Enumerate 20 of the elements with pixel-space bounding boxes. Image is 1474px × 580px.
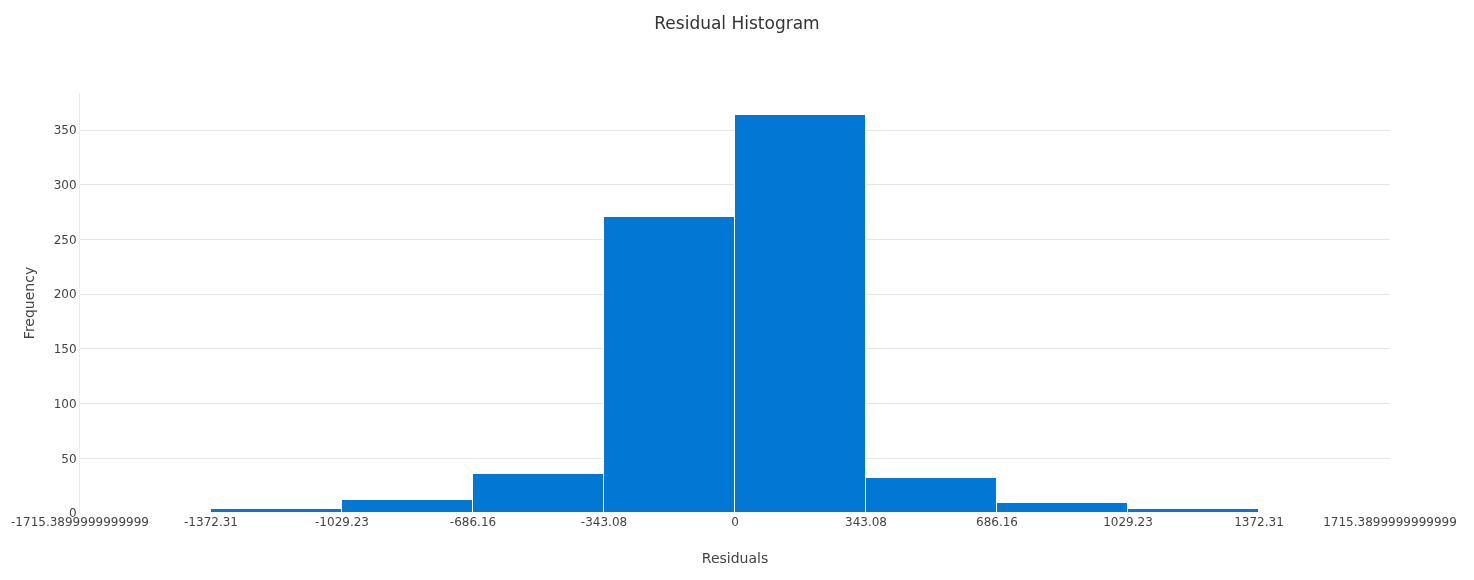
x-tick-label: -1029.23	[315, 515, 369, 529]
x-tick-label: 686.16	[976, 515, 1018, 529]
chart-title: Residual Histogram	[654, 13, 820, 34]
x-tick-label: -686.16	[449, 515, 497, 529]
y-axis-title: Frequency	[21, 266, 38, 340]
x-tick-label: -343.08	[580, 515, 628, 529]
y-tick-label: 250	[53, 232, 77, 247]
y-tick-label: 200	[53, 287, 77, 302]
x-axis-title: Residuals	[701, 550, 769, 567]
x-tick-label: 1372.31	[1234, 515, 1284, 529]
x-tick-label: 0	[731, 515, 739, 529]
x-tick-label: 343.08	[845, 515, 887, 529]
y-tick-label: 100	[53, 396, 77, 411]
y-tick-label: 50	[61, 451, 77, 466]
y-tick-label: 150	[53, 342, 77, 357]
y-tick-label: 350	[53, 123, 77, 138]
y-tick-label: 300	[53, 178, 77, 193]
x-tick-label: 1029.23	[1103, 515, 1153, 529]
x-tick-label: -1372.31	[184, 515, 238, 529]
x-tick-label: 1715.3899999999999	[1323, 515, 1457, 529]
